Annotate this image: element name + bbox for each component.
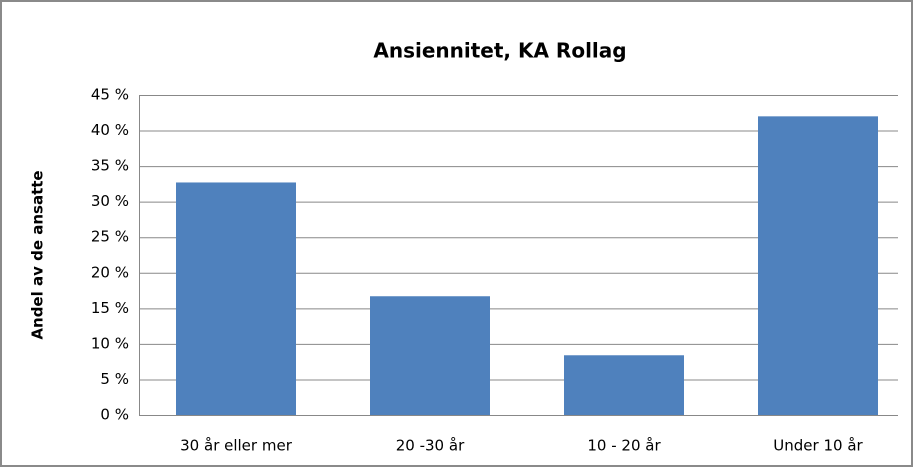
y-tick-label: 20 % <box>91 263 129 281</box>
y-tick-label: 25 % <box>91 228 129 246</box>
bar <box>758 116 878 415</box>
y-tick-label: 15 % <box>91 299 129 317</box>
x-tick-label: 20 -30 år <box>396 437 465 455</box>
y-tick-label: 30 % <box>91 192 129 210</box>
x-tick-label: 30 år eller mer <box>180 437 293 455</box>
y-tick-label: 0 % <box>100 406 129 424</box>
bar <box>370 296 490 415</box>
y-tick-label: 40 % <box>91 121 129 139</box>
x-tick-label: Under 10 år <box>773 437 863 455</box>
y-tick-label: 10 % <box>91 334 129 352</box>
y-tick-label: 45 % <box>91 86 129 104</box>
y-axis-label: Andel av de ansatte <box>29 170 47 339</box>
y-tick-label: 35 % <box>91 157 129 175</box>
bar <box>564 355 684 415</box>
x-tick-label: 10 - 20 år <box>587 437 661 455</box>
y-tick-label: 5 % <box>100 370 129 388</box>
bar <box>176 182 296 415</box>
chart-title: Ansiennitet, KA Rollag <box>373 39 626 63</box>
